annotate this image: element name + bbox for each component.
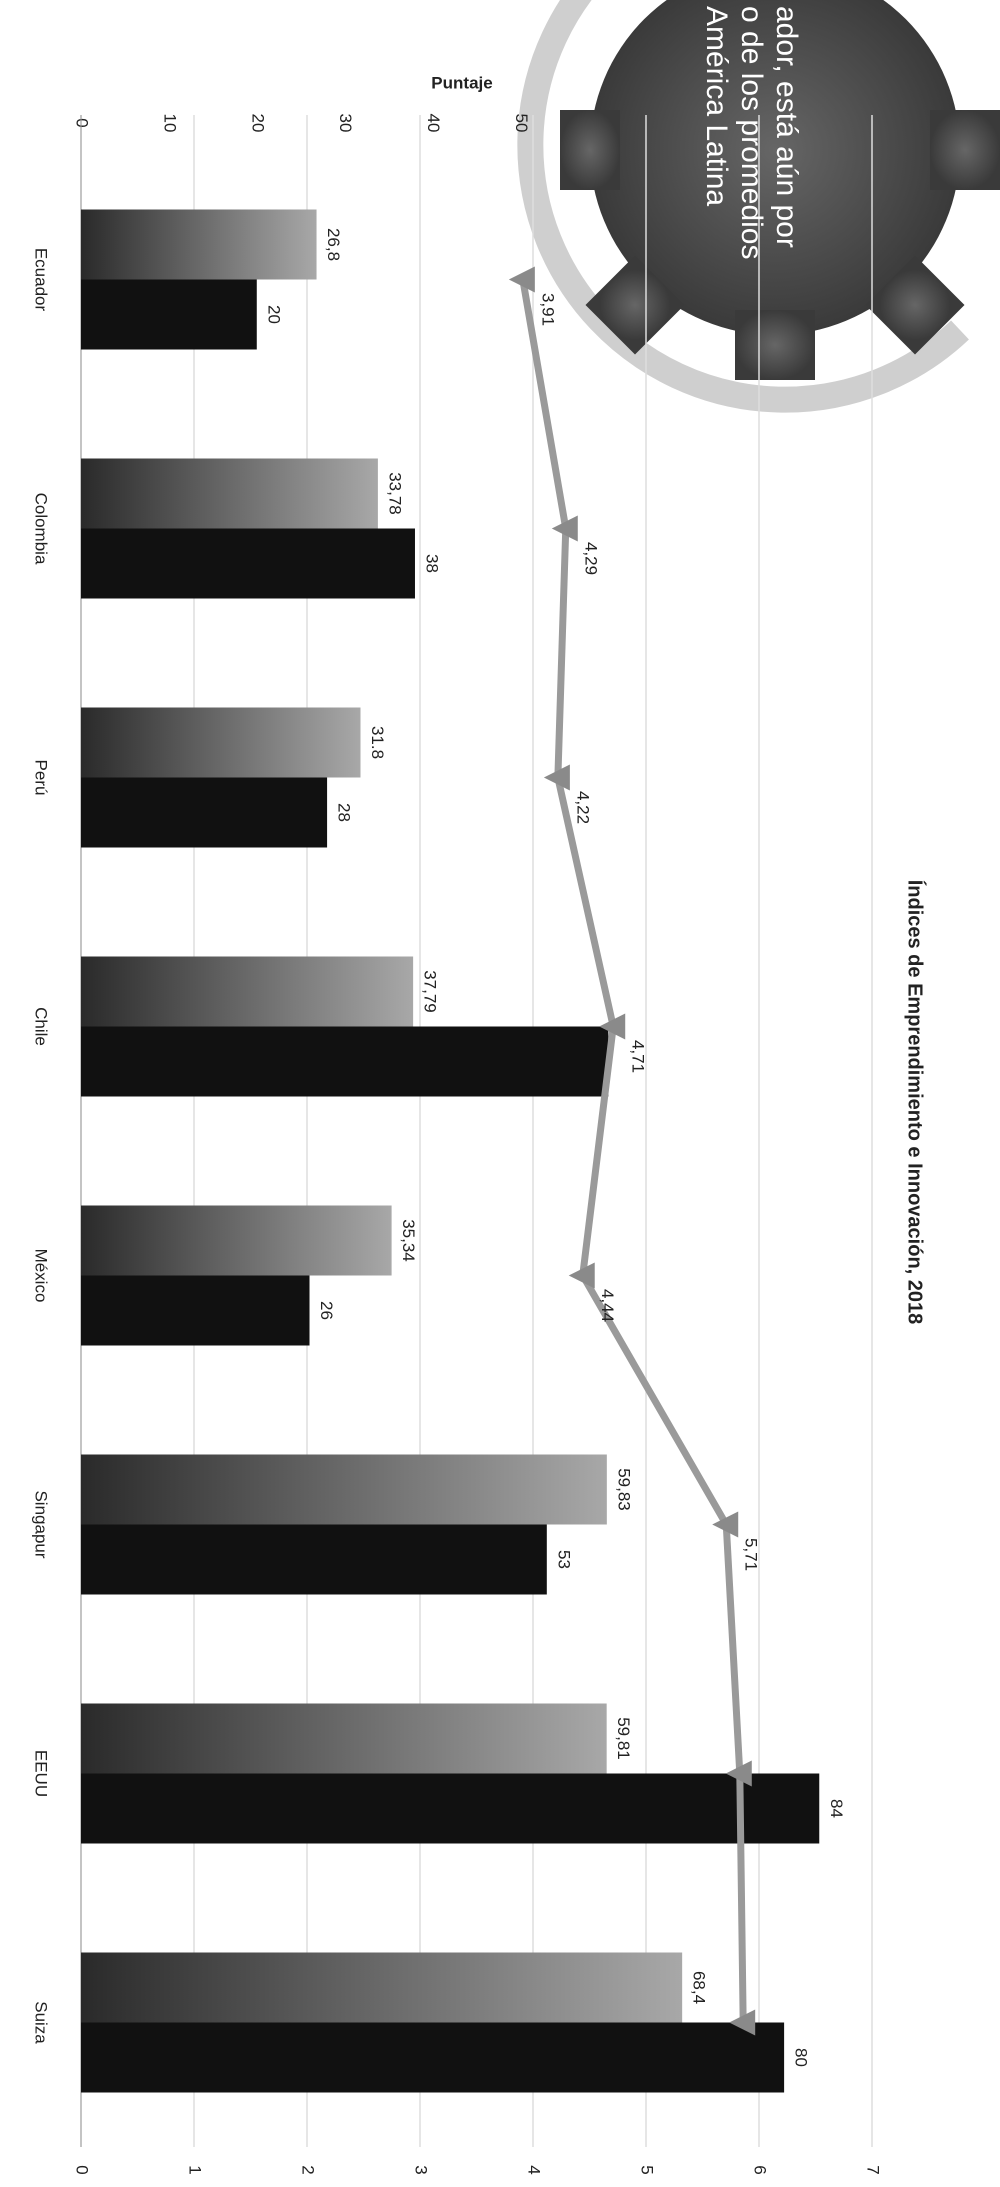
line-marker bbox=[568, 1262, 595, 1289]
category-label: México bbox=[32, 1249, 51, 1303]
y2-tick-label: 0 bbox=[73, 2165, 92, 2174]
data-label: 84 bbox=[827, 1799, 846, 1818]
data-label: 33,78 bbox=[385, 472, 404, 515]
bar bbox=[81, 1703, 607, 1774]
data-label: 68,4 bbox=[690, 1971, 709, 2004]
data-label: 38 bbox=[422, 554, 441, 573]
bar bbox=[81, 1026, 609, 1097]
category-label: Colombia bbox=[32, 493, 51, 565]
y-tick-label: 50 bbox=[512, 114, 531, 133]
y2-tick-label: 2 bbox=[299, 2165, 318, 2174]
bar bbox=[81, 1524, 547, 1595]
y-tick-label: 0 bbox=[73, 118, 92, 127]
axis-label: Puntaje bbox=[431, 73, 492, 92]
line-marker bbox=[712, 1511, 739, 1538]
y-tick-label: 30 bbox=[336, 114, 355, 133]
data-label: 31.8 bbox=[368, 726, 387, 759]
category-label: Chile bbox=[32, 1007, 51, 1046]
bar bbox=[81, 1952, 683, 2023]
line-marker bbox=[543, 764, 570, 791]
data-label: 53 bbox=[554, 1550, 573, 1569]
line-marker bbox=[729, 2009, 756, 2036]
y2-tick-label: 4 bbox=[525, 2165, 544, 2174]
data-label: 37,79 bbox=[421, 970, 440, 1013]
line-marker bbox=[599, 1013, 626, 1040]
data-label: 3,91 bbox=[538, 293, 557, 326]
bar bbox=[81, 528, 415, 599]
data-label: 4,44 bbox=[598, 1289, 617, 1322]
bar bbox=[81, 2022, 785, 2093]
data-label: 59,83 bbox=[614, 1468, 633, 1511]
data-label: 4,29 bbox=[581, 542, 600, 575]
data-label: 80 bbox=[792, 2048, 811, 2067]
y2-tick-label: 1 bbox=[186, 2165, 205, 2174]
bar bbox=[81, 1454, 607, 1525]
bar bbox=[81, 777, 328, 848]
data-label: 26 bbox=[317, 1301, 336, 1320]
category-label: EEUU bbox=[32, 1750, 51, 1797]
line bbox=[519, 278, 747, 2023]
data-label: 5,71 bbox=[742, 1538, 761, 1571]
bar bbox=[81, 1205, 392, 1276]
y2-tick-label: 7 bbox=[864, 2165, 883, 2174]
data-label: 59,81 bbox=[614, 1717, 633, 1760]
data-label: 20 bbox=[264, 305, 283, 324]
y-tick-label: 40 bbox=[424, 114, 443, 133]
data-label: 35,34 bbox=[399, 1219, 418, 1262]
chart-title: Índices de Emprendimiento e Innovación, … bbox=[904, 880, 927, 1325]
y-tick-label: 20 bbox=[248, 114, 267, 133]
bar bbox=[81, 279, 257, 350]
data-label: 4,71 bbox=[629, 1040, 648, 1073]
annotation: ador, está aún por bbox=[770, 6, 803, 248]
line-marker bbox=[725, 1760, 752, 1787]
category-label: Perú bbox=[32, 760, 51, 796]
y2-tick-label: 6 bbox=[751, 2165, 770, 2174]
data-label: 28 bbox=[335, 803, 354, 822]
bar bbox=[81, 458, 378, 529]
y-tick-label: 10 bbox=[160, 114, 179, 133]
annotation: América Latina bbox=[700, 6, 733, 206]
y2-tick-label: 3 bbox=[412, 2165, 431, 2174]
gear-graphic bbox=[517, 0, 1000, 413]
line-marker bbox=[508, 266, 535, 293]
category-label: Singapur bbox=[32, 1490, 51, 1558]
category-label: Suiza bbox=[32, 2001, 51, 2044]
annotation: o de los promedios bbox=[735, 6, 768, 259]
bar bbox=[81, 956, 414, 1027]
bar bbox=[81, 1773, 820, 1844]
bar bbox=[81, 1275, 310, 1346]
data-label: 26,8 bbox=[324, 228, 343, 261]
bar bbox=[81, 707, 361, 778]
line-marker bbox=[551, 515, 578, 542]
data-label: 4,22 bbox=[573, 791, 592, 824]
category-label: Ecuador bbox=[32, 248, 51, 312]
y2-tick-label: 5 bbox=[638, 2165, 657, 2174]
bar bbox=[81, 209, 317, 280]
